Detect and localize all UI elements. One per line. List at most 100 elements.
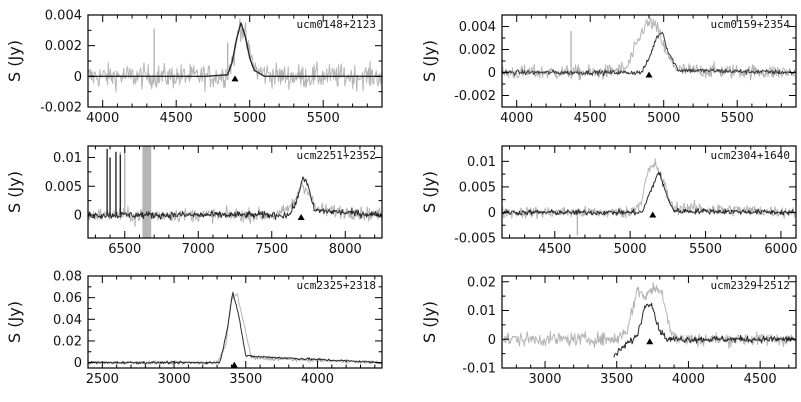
- x-tick-label: 2500: [86, 372, 119, 387]
- series-1: [88, 293, 382, 366]
- series-line: [502, 171, 796, 216]
- series-line: [502, 158, 796, 220]
- x-tick-label: 6000: [764, 242, 797, 257]
- y-tick-label: -0.002: [454, 89, 496, 104]
- y-tick-label: 0.06: [53, 291, 82, 306]
- y-axis-label: S (Jy): [420, 40, 439, 82]
- y-tick-label: 0.002: [45, 39, 82, 54]
- x-tick-label: 5500: [721, 111, 754, 126]
- plot-area: [502, 282, 796, 358]
- series-line: [88, 18, 382, 93]
- y-tick-label: 0.004: [459, 20, 496, 35]
- panel-title: ucm0159+2354: [711, 18, 791, 31]
- y-tick-label: 0.002: [459, 43, 496, 58]
- panel-3: 6500 7000 7500 8000 0 0.005 0.01 S (Jy) ucm2251+…: [5, 145, 383, 257]
- y-tick-label: 0: [74, 70, 82, 85]
- x-tick-label: 3000: [158, 372, 191, 387]
- y-tick-label: 0.04: [53, 313, 82, 328]
- y-tick-label: -0.005: [454, 232, 496, 247]
- series-2: [502, 171, 796, 216]
- plot-frame: [501, 275, 797, 369]
- panel-2: 4000 4500 5000 5500 -0.002 0 0.002 0.004 S (Jy) u…: [420, 14, 797, 126]
- series-2: [613, 302, 796, 358]
- series-line: [502, 282, 796, 349]
- y-tick-label: 0.08: [53, 270, 82, 285]
- plot-frame: [87, 145, 383, 239]
- y-axis-label: S (Jy): [5, 171, 24, 213]
- y-tick-label: 0.005: [459, 180, 496, 195]
- line-position-marker: [231, 75, 239, 82]
- plot-area: [502, 17, 796, 81]
- y-axis-label: S (Jy): [420, 301, 439, 343]
- y-tick-label: 0.01: [467, 304, 496, 319]
- series-line: [88, 291, 382, 365]
- x-tick-label: 4500: [574, 111, 607, 126]
- x-tick-label: 3000: [528, 372, 561, 387]
- line-position-marker: [297, 214, 305, 220]
- x-tick-label: 5500: [689, 242, 722, 257]
- line-position-marker: [230, 361, 238, 368]
- series-1: [502, 158, 796, 236]
- series-1: [88, 18, 382, 93]
- x-tick-label: 4000: [301, 372, 334, 387]
- panel-5: 2500 3000 3500 4000 0 0.02 0.04 0.06 0.08 S (Jy) u…: [5, 270, 383, 387]
- y-tick-label: 0.01: [467, 155, 496, 170]
- artifact-band: [142, 146, 152, 238]
- series-line: [502, 31, 796, 76]
- line-position-marker: [646, 338, 654, 345]
- y-tick-label: 0.02: [53, 334, 82, 349]
- x-tick-label: 7500: [255, 242, 288, 257]
- series-line: [88, 182, 382, 225]
- plot-area: [88, 146, 382, 238]
- x-tick-label: 5000: [614, 242, 647, 257]
- x-tick-label: 4500: [160, 111, 193, 126]
- panel-title: ucm2251+2352: [297, 149, 376, 162]
- y-tick-label: -0.01: [462, 362, 496, 377]
- y-tick-label: 0: [488, 66, 496, 81]
- series-2: [88, 22, 382, 77]
- x-tick-label: 3500: [229, 372, 262, 387]
- y-tick-label: 0.004: [45, 9, 82, 24]
- series-2: [502, 31, 796, 76]
- x-tick-label: 6500: [108, 242, 141, 257]
- x-tick-label: 5000: [233, 111, 266, 126]
- panel-title: ucm2325+2318: [297, 279, 376, 292]
- panel-title: ucm2304+1640: [711, 149, 790, 162]
- y-tick-label: -0.002: [40, 101, 82, 116]
- y-tick-label: 0.02: [467, 275, 496, 290]
- series-line: [88, 176, 382, 220]
- x-tick-label: 4000: [672, 372, 705, 387]
- panel-6: 3000 3500 4000 4500 -0.01 0 0.01 0.02 S (Jy) ucm2…: [420, 275, 797, 387]
- series-2: [88, 291, 382, 365]
- y-axis-label: S (Jy): [420, 171, 439, 213]
- x-tick-label: 4500: [538, 242, 571, 257]
- y-tick-label: 0: [74, 356, 82, 371]
- panel-4: 4500 5000 5500 6000 -0.005 0 0.005 0.01 S (Jy) uc…: [420, 145, 797, 257]
- panel-1: 4000 4500 5000 5500 -0.002 0 0.002 0.004 S (Jy) u…: [5, 9, 383, 126]
- x-tick-label: 4500: [744, 372, 777, 387]
- x-tick-label: 8000: [329, 242, 362, 257]
- x-tick-label: 5500: [307, 111, 340, 126]
- series-line: [88, 22, 382, 77]
- series-line: [613, 302, 796, 358]
- y-axis-label: S (Jy): [5, 40, 24, 82]
- series-1: [502, 282, 796, 349]
- series-2: [88, 148, 382, 220]
- plot-frame: [501, 145, 797, 239]
- y-tick-label: 0.005: [45, 180, 82, 195]
- plot-area: [88, 291, 382, 366]
- line-position-marker: [649, 211, 657, 218]
- y-tick-label: 0: [74, 209, 82, 224]
- x-tick-label: 4000: [86, 111, 119, 126]
- x-tick-label: 4000: [500, 111, 533, 126]
- plot-frame: [87, 275, 383, 369]
- x-tick-label: 7000: [182, 242, 215, 257]
- y-axis-label: S (Jy): [5, 301, 24, 343]
- y-tick-label: 0: [488, 333, 496, 348]
- y-tick-label: 0.01: [53, 151, 82, 166]
- line-position-marker: [645, 71, 653, 78]
- series-line: [88, 293, 382, 366]
- x-tick-label: 3500: [600, 372, 633, 387]
- x-tick-label: 5000: [647, 111, 680, 126]
